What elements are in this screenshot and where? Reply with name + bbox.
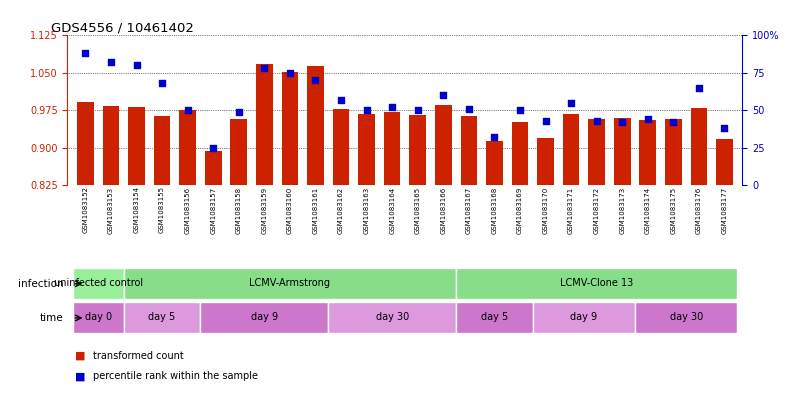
Point xyxy=(539,118,552,124)
Point xyxy=(181,107,194,113)
Bar xyxy=(333,109,349,185)
Text: LCMV-Clone 13: LCMV-Clone 13 xyxy=(560,278,634,288)
Point xyxy=(692,84,705,91)
Bar xyxy=(456,303,533,333)
Bar xyxy=(124,303,200,333)
Bar xyxy=(72,268,124,299)
Point xyxy=(488,134,501,140)
Point xyxy=(437,92,449,98)
Bar xyxy=(639,120,656,185)
Bar xyxy=(716,139,733,185)
Point xyxy=(79,50,92,57)
Text: transformed count: transformed count xyxy=(93,351,183,361)
Bar xyxy=(307,66,324,185)
Point xyxy=(462,106,475,112)
Text: uninfected control: uninfected control xyxy=(54,278,143,288)
Point xyxy=(207,145,220,151)
Text: day 0: day 0 xyxy=(85,312,112,322)
Bar xyxy=(154,116,171,185)
Text: day 9: day 9 xyxy=(570,312,597,322)
Text: GDS4556 / 10461402: GDS4556 / 10461402 xyxy=(51,21,194,34)
Bar xyxy=(102,106,119,185)
Bar xyxy=(435,105,452,185)
Bar xyxy=(691,108,707,185)
Point xyxy=(565,99,577,106)
Bar xyxy=(179,110,196,185)
Bar xyxy=(533,303,635,333)
Bar xyxy=(282,72,299,185)
Text: percentile rank within the sample: percentile rank within the sample xyxy=(93,371,258,381)
Bar xyxy=(410,115,426,185)
Bar xyxy=(456,268,738,299)
Bar xyxy=(358,114,375,185)
Text: time: time xyxy=(40,313,64,323)
Text: LCMV-Armstrong: LCMV-Armstrong xyxy=(249,278,330,288)
Point xyxy=(386,104,399,110)
Bar xyxy=(665,119,682,185)
Text: day 30: day 30 xyxy=(669,312,703,322)
Point xyxy=(335,97,348,103)
Text: day 5: day 5 xyxy=(481,312,508,322)
Point xyxy=(283,70,296,76)
Bar xyxy=(384,112,400,185)
Point xyxy=(105,59,118,66)
Point xyxy=(130,62,143,68)
Point xyxy=(309,77,322,83)
Bar xyxy=(614,118,630,185)
Bar xyxy=(72,303,124,333)
Point xyxy=(590,118,603,124)
Bar xyxy=(77,102,94,185)
Bar xyxy=(461,116,477,185)
Point xyxy=(667,119,680,125)
Bar xyxy=(230,119,247,185)
Point xyxy=(642,116,654,122)
Point xyxy=(156,80,168,86)
Bar xyxy=(124,268,456,299)
Bar xyxy=(328,303,456,333)
Point xyxy=(616,119,629,125)
Text: day 30: day 30 xyxy=(376,312,409,322)
Bar xyxy=(563,114,580,185)
Bar xyxy=(511,122,528,185)
Bar xyxy=(128,107,145,185)
Bar xyxy=(538,138,554,185)
Point xyxy=(360,107,373,113)
Point xyxy=(514,107,526,113)
Point xyxy=(718,125,730,131)
Point xyxy=(411,107,424,113)
Bar xyxy=(635,303,738,333)
Point xyxy=(233,108,245,115)
Text: infection: infection xyxy=(18,279,64,289)
Text: day 5: day 5 xyxy=(148,312,175,322)
Point xyxy=(258,65,271,72)
Bar xyxy=(588,119,605,185)
Bar xyxy=(200,303,328,333)
Text: day 9: day 9 xyxy=(251,312,278,322)
Bar xyxy=(486,141,503,185)
Text: ■: ■ xyxy=(75,351,86,361)
Bar xyxy=(205,151,222,185)
Text: ■: ■ xyxy=(75,371,86,381)
Bar xyxy=(256,64,272,185)
